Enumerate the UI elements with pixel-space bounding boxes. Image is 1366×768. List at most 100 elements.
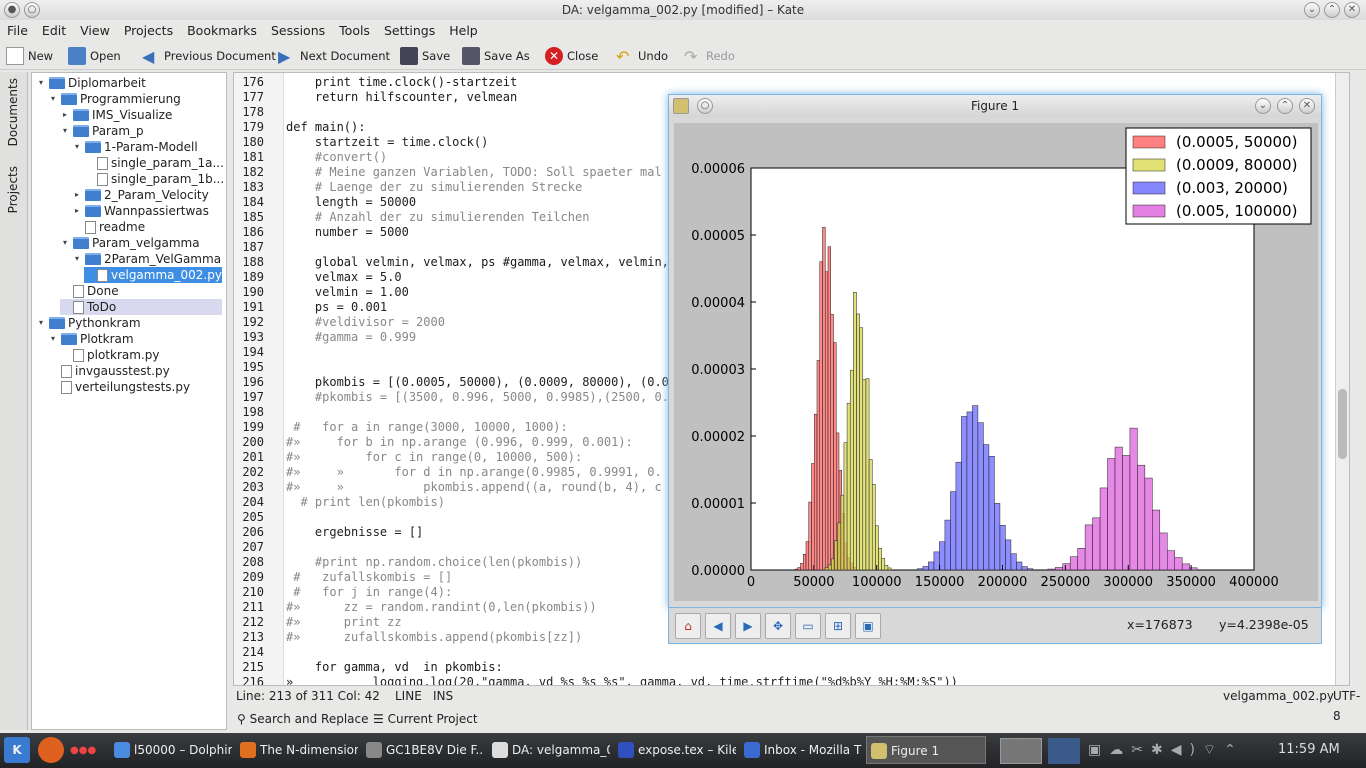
code-line[interactable]: # Meine ganzen Variablen, TODO: Soll spa… xyxy=(286,165,662,179)
new-button[interactable]: New xyxy=(6,45,53,67)
code-line[interactable]: #pkombis = [(3500, 0.996, 5000, 0.9985),… xyxy=(286,390,669,404)
expand-arrow-icon[interactable]: ▾ xyxy=(62,126,67,135)
tree-item[interactable]: invgausstest.py xyxy=(48,363,170,379)
tree-item[interactable]: ToDo xyxy=(60,299,222,315)
subplots-icon[interactable]: ⊞ xyxy=(825,613,851,639)
code-line[interactable]: #» zz = random.randint(0,len(pkombis)) xyxy=(286,600,597,614)
vertical-scrollbar[interactable] xyxy=(1335,73,1349,685)
tree-item[interactable]: ▾ 2Param_VelGamma xyxy=(72,251,221,267)
close-icon[interactable]: ✕ xyxy=(1344,2,1360,18)
pan-icon[interactable]: ✥ xyxy=(765,613,791,639)
selection-mode[interactable]: LINE xyxy=(395,689,422,703)
search-replace-tab[interactable]: ⚲ Search and Replace xyxy=(237,712,369,726)
task-button[interactable]: GC1BE8V Die F... xyxy=(362,736,484,764)
current-project-tab[interactable]: ☰ Current Project xyxy=(373,712,478,726)
task-button[interactable]: DA: velgamma_0 xyxy=(488,736,610,764)
open-button[interactable]: Open xyxy=(68,45,121,67)
tree-item[interactable]: ▸ IMS_Visualize xyxy=(60,107,172,123)
expand-arrow-icon[interactable]: ▾ xyxy=(50,94,55,103)
pin-icon[interactable]: ○ xyxy=(24,2,40,18)
scrollbar-thumb[interactable] xyxy=(1338,389,1347,459)
task-button[interactable]: l50000 – Dolphin xyxy=(110,736,232,764)
tree-item[interactable]: ▾ Programmierung xyxy=(48,91,181,107)
task-button[interactable]: Inbox - Mozilla T xyxy=(740,736,862,764)
tree-item[interactable]: ▾ Diplomarbeit xyxy=(36,75,146,91)
code-line[interactable]: global velmin, velmax, ps #gamma, velmax… xyxy=(286,255,669,269)
code-line[interactable]: #» » for d in np.arange(0.9985, 0.9991, … xyxy=(286,465,662,479)
save-button[interactable]: Save xyxy=(400,45,450,67)
save-figure-icon[interactable]: ▣ xyxy=(855,613,881,639)
expand-arrow-icon[interactable]: ▾ xyxy=(38,318,43,327)
task-button[interactable]: Figure 1 xyxy=(866,736,986,764)
tree-item[interactable]: single_param_1a... xyxy=(84,155,224,171)
forward-icon[interactable]: ▶ xyxy=(735,613,761,639)
menu-projects[interactable]: Projects xyxy=(123,23,174,38)
figure-canvas[interactable]: 0 50000 100000 150000 200000 250000 300000 3500… xyxy=(674,123,1318,601)
next-document-button[interactable]: ▶ Next Document xyxy=(278,45,390,67)
expand-arrow-icon[interactable]: ▾ xyxy=(74,254,79,263)
undo-button[interactable]: ↶ Undo xyxy=(616,45,668,67)
code-line[interactable]: #» zufallskombis.append(pkombis[zz]) xyxy=(286,630,583,644)
clock[interactable]: 11:59 AM xyxy=(1278,742,1340,757)
code-line[interactable]: #gamma = 0.999 xyxy=(286,330,417,344)
menu-view[interactable]: View xyxy=(80,23,110,38)
maximize-icon[interactable]: ⌃ xyxy=(1324,2,1340,18)
expand-arrow-icon[interactable]: ▾ xyxy=(62,238,67,247)
expand-arrow-icon[interactable]: ▾ xyxy=(38,78,43,87)
kde-menu-icon[interactable]: K xyxy=(4,737,30,763)
minimize-icon[interactable]: ⌄ xyxy=(1304,2,1320,18)
close-button[interactable]: ✕ Close xyxy=(545,45,598,67)
code-line[interactable]: for gamma, vd in pkombis: xyxy=(286,660,503,674)
code-line[interactable]: #convert() xyxy=(286,150,388,164)
zoom-icon[interactable]: ▭ xyxy=(795,613,821,639)
tree-item[interactable]: Done xyxy=(60,283,119,299)
system-tray[interactable]: ▣☁✂✱◀)⌔⌃ xyxy=(1088,742,1244,758)
tree-item[interactable]: ▸ Wannpassiertwas xyxy=(72,203,209,219)
figure-pin-icon[interactable]: ○ xyxy=(697,98,713,114)
code-line[interactable]: #» » pkombis.append((a, round(b, 4), c xyxy=(286,480,662,494)
tree-item[interactable]: velgamma_002.py xyxy=(84,267,222,283)
code-line[interactable]: # zufallskombis = [] xyxy=(286,570,453,584)
code-line[interactable]: #print np.random.choice(len(pkombis)) xyxy=(286,555,583,569)
code-line[interactable]: length = 50000 xyxy=(286,195,417,209)
menu-settings[interactable]: Settings xyxy=(383,23,436,38)
code-line[interactable]: #» for c in range(0, 10000, 500): xyxy=(286,450,583,464)
home-icon[interactable]: ⌂ xyxy=(675,613,701,639)
back-icon[interactable]: ◀ xyxy=(705,613,731,639)
code-line[interactable]: print time.clock()-startzeit xyxy=(286,75,518,89)
menu-edit[interactable]: Edit xyxy=(41,23,67,38)
code-line[interactable]: # for a in range(3000, 10000, 1000): xyxy=(286,420,568,434)
task-button[interactable]: The N-dimension xyxy=(236,736,358,764)
menu-bookmarks[interactable]: Bookmarks xyxy=(187,23,257,38)
code-line[interactable]: return hilfscounter, velmean xyxy=(286,90,518,104)
figure-maximize-icon[interactable]: ⌃ xyxy=(1277,98,1293,114)
code-line[interactable]: # for j in range(4): xyxy=(286,585,453,599)
code-line[interactable]: #» for b in np.arange (0.996, 0.999, 0.0… xyxy=(286,435,633,449)
tree-item[interactable]: verteilungstests.py xyxy=(48,379,190,395)
expand-arrow-icon[interactable]: ▾ xyxy=(50,334,55,343)
activity-dots-icon[interactable]: ●●● xyxy=(70,745,97,756)
tree-item[interactable]: ▾ Plotkram xyxy=(48,331,134,347)
firefox-launcher-icon[interactable] xyxy=(38,737,64,763)
projects-tab[interactable]: Projects xyxy=(6,166,20,214)
code-line[interactable]: number = 5000 xyxy=(286,225,409,239)
pager-desktop-1[interactable] xyxy=(1000,738,1042,764)
documents-tab[interactable]: Documents xyxy=(6,78,20,147)
code-line[interactable]: ergebnisse = [] xyxy=(286,525,424,539)
tree-item[interactable]: ▾ Pythonkram xyxy=(36,315,141,331)
code-line[interactable]: ps = 0.001 xyxy=(286,300,388,314)
menu-help[interactable]: Help xyxy=(449,23,478,38)
menu-tools[interactable]: Tools xyxy=(339,23,370,38)
code-line[interactable]: velmax = 5.0 xyxy=(286,270,402,284)
previous-document-button[interactable]: ◀ Previous Document xyxy=(142,45,276,67)
tree-item[interactable]: ▾ Param_velgamma xyxy=(60,235,200,251)
tree-item[interactable]: single_param_1b... xyxy=(84,171,224,187)
menu-file[interactable]: File xyxy=(7,23,28,38)
encoding[interactable]: UTF-8 xyxy=(1333,689,1361,723)
code-line[interactable]: velmin = 1.00 xyxy=(286,285,409,299)
tree-item[interactable]: ▾ Param_p xyxy=(60,123,144,139)
code-line[interactable]: # print len(pkombis) xyxy=(286,495,445,509)
code-line[interactable]: # Anzahl der zu simulierenden Teilchen xyxy=(286,210,590,224)
code-line[interactable]: startzeit = time.clock() xyxy=(286,135,489,149)
code-line[interactable]: def main(): xyxy=(286,120,366,134)
